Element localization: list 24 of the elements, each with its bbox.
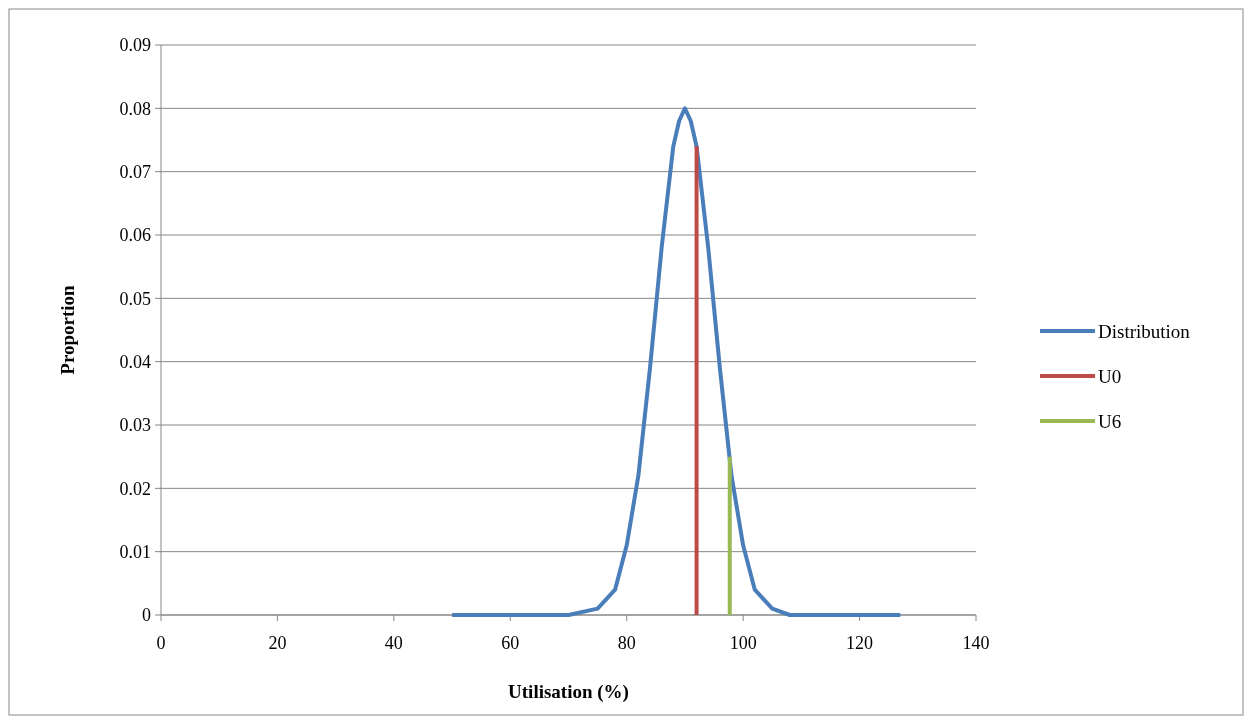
y-tick-label: 0.05 — [119, 288, 151, 309]
legend-label: Distribution — [1098, 320, 1191, 342]
y-tick-label: 0.07 — [119, 161, 151, 182]
y-axis-title: Proportion — [57, 284, 78, 375]
x-tick-label: 120 — [846, 633, 874, 653]
y-tick-label: 0.03 — [119, 415, 151, 436]
x-tick-label: 100 — [729, 633, 757, 653]
x-axis-title: Utilisation (%) — [508, 681, 629, 703]
x-tick-label: 60 — [501, 633, 520, 653]
y-tick-label: 0.08 — [119, 98, 151, 119]
y-tick-label: 0 — [142, 605, 151, 626]
y-tick-label: 0.04 — [119, 351, 151, 372]
y-tick-label: 0.09 — [119, 35, 151, 56]
y-tick-label: 0.01 — [119, 541, 151, 562]
x-tick-label: 0 — [156, 633, 166, 653]
y-tick-label: 0.06 — [119, 225, 151, 246]
x-tick-label: 20 — [268, 633, 287, 653]
legend-label: U0 — [1098, 365, 1122, 387]
legend-label: U6 — [1098, 410, 1122, 432]
x-tick-label: 140 — [962, 633, 990, 653]
x-tick-label: 80 — [617, 633, 636, 653]
x-tick-label: 40 — [384, 633, 403, 653]
y-tick-label: 0.02 — [119, 478, 151, 499]
line-series — [450, 106, 903, 617]
